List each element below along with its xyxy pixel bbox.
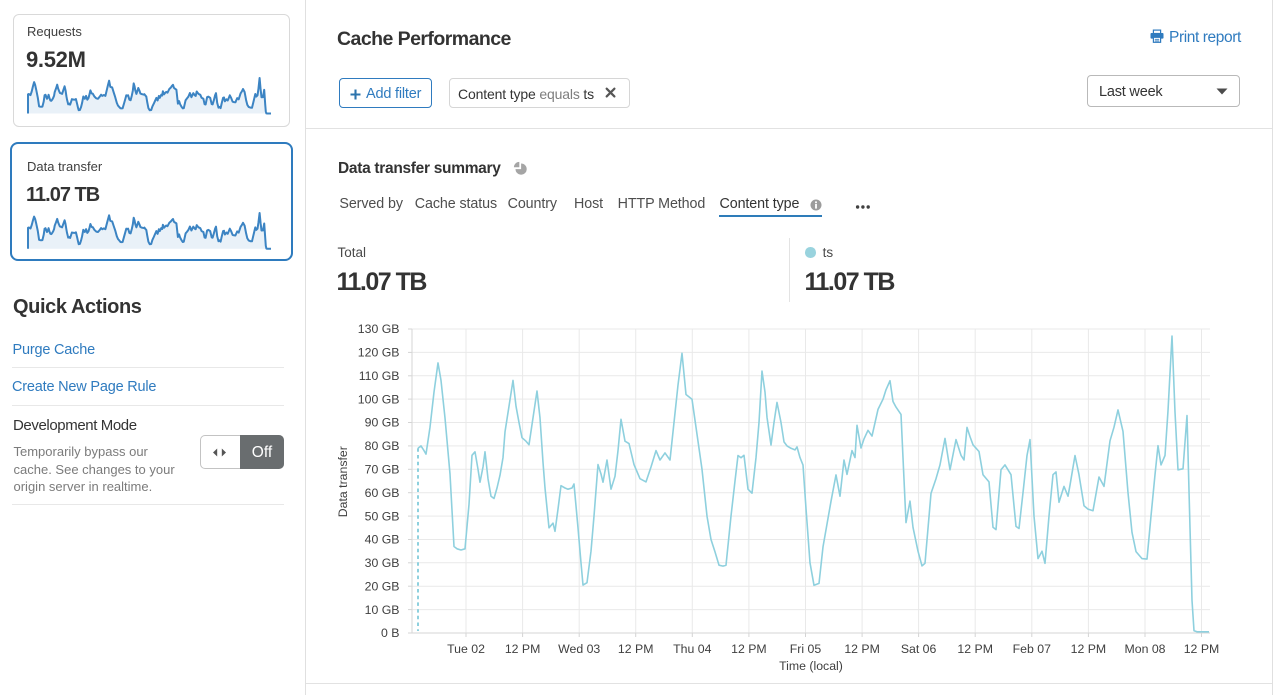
- svg-text:60 GB: 60 GB: [365, 486, 400, 500]
- svg-text:Wed 03: Wed 03: [558, 642, 600, 656]
- svg-text:80 GB: 80 GB: [365, 439, 400, 453]
- svg-text:110 GB: 110 GB: [359, 369, 400, 383]
- svg-text:12 PM: 12 PM: [1071, 642, 1107, 656]
- svg-text:20 GB: 20 GB: [365, 579, 400, 593]
- svg-text:12 PM: 12 PM: [1184, 642, 1220, 656]
- svg-text:100 GB: 100 GB: [358, 392, 400, 406]
- svg-text:120 GB: 120 GB: [358, 346, 400, 360]
- svg-text:50 GB: 50 GB: [365, 509, 400, 523]
- svg-text:Time (local): Time (local): [779, 659, 843, 673]
- svg-text:40 GB: 40 GB: [365, 533, 400, 547]
- svg-text:70 GB: 70 GB: [365, 463, 400, 477]
- svg-text:Data transfer: Data transfer: [336, 446, 350, 517]
- svg-text:10 GB: 10 GB: [365, 603, 400, 617]
- svg-text:Tue 02: Tue 02: [447, 642, 485, 656]
- svg-text:90 GB: 90 GB: [365, 416, 400, 430]
- svg-text:130 GB: 130 GB: [358, 322, 400, 336]
- svg-text:12 PM: 12 PM: [957, 642, 993, 656]
- svg-text:0 B: 0 B: [381, 626, 399, 640]
- svg-text:12 PM: 12 PM: [505, 642, 541, 656]
- svg-text:Sat 06: Sat 06: [901, 642, 937, 656]
- svg-text:Fri 05: Fri 05: [790, 642, 822, 656]
- svg-text:30 GB: 30 GB: [365, 556, 400, 570]
- svg-text:12 PM: 12 PM: [731, 642, 767, 656]
- svg-text:12 PM: 12 PM: [844, 642, 880, 656]
- svg-text:Mon 08: Mon 08: [1124, 642, 1165, 656]
- svg-text:Feb 07: Feb 07: [1013, 642, 1051, 656]
- svg-text:Thu 04: Thu 04: [673, 642, 711, 656]
- svg-text:12 PM: 12 PM: [618, 642, 654, 656]
